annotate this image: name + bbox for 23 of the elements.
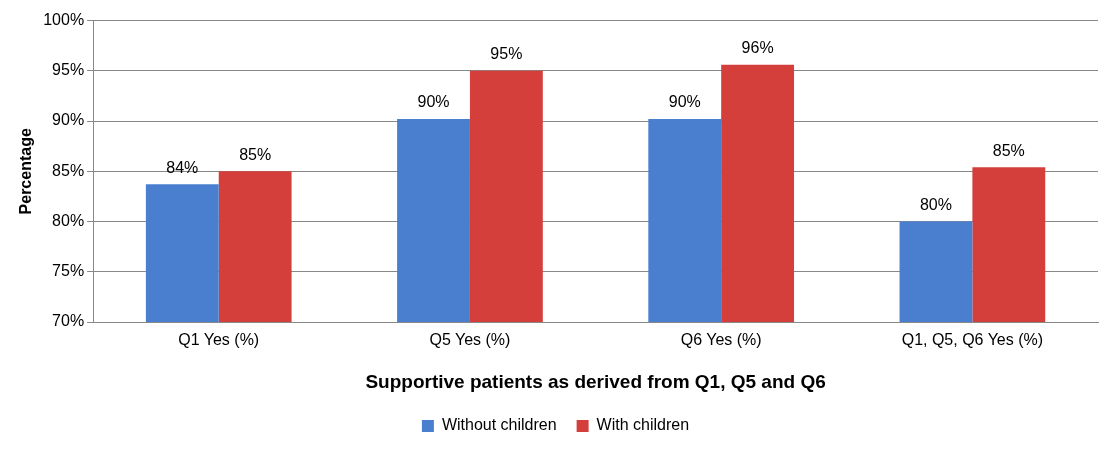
- data-label: 90%: [668, 93, 701, 111]
- x-tick-label: Q5 Yes (%): [429, 331, 511, 349]
- data-label: 85%: [239, 145, 272, 163]
- y-tick-label: 80%: [52, 211, 85, 229]
- legend-label: Without children: [441, 416, 557, 434]
- y-tick-label: 95%: [52, 61, 85, 79]
- y-tick-label: 70%: [52, 312, 85, 330]
- data-label: 85%: [992, 141, 1025, 159]
- x-tick-label: Q1, Q5, Q6 Yes (%): [901, 331, 1044, 349]
- legend-label: With children: [596, 416, 690, 434]
- y-tick-label: 85%: [52, 161, 85, 179]
- x-axis-title: Supportive patients as derived from Q1, Q5 and Q6: [365, 370, 826, 392]
- data-label: 84%: [166, 158, 199, 176]
- data-label: 95%: [490, 45, 523, 63]
- x-tick-label: Q6 Yes (%): [680, 331, 762, 349]
- y-tick-label: 100%: [43, 11, 85, 29]
- y-tick-label: 90%: [52, 111, 85, 129]
- data-label: 96%: [741, 39, 774, 57]
- y-axis-title: Percentage: [17, 128, 35, 215]
- x-tick-label: Q1 Yes (%): [178, 331, 260, 349]
- data-label: 80%: [919, 195, 952, 213]
- data-label: 90%: [417, 93, 450, 111]
- y-tick-label: 75%: [52, 262, 85, 280]
